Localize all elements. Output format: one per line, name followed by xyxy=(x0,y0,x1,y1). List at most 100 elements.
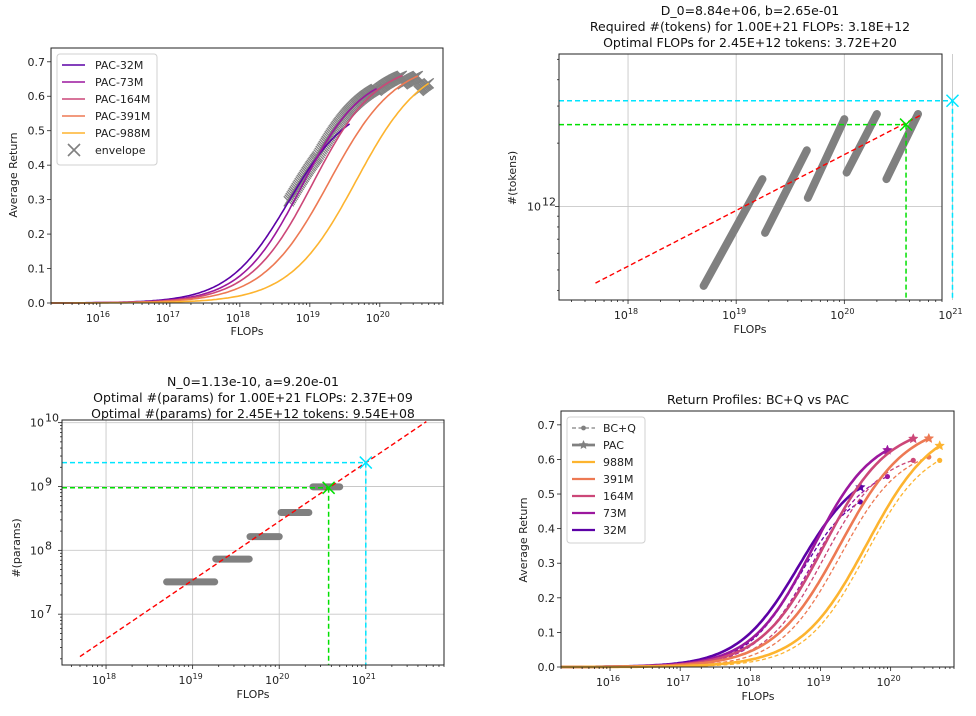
optimal-params-flops-marker xyxy=(359,456,373,470)
br-y-tick-label: 0.7 xyxy=(538,419,556,432)
legend-label: PAC-988M xyxy=(95,127,150,140)
chart-bottom-right: Return Profiles: BC+Q vs PAC FLOPs Avera… xyxy=(517,392,955,703)
tl-xlabel: FLOPs xyxy=(231,325,264,338)
optimal-params-tokens-marker xyxy=(322,481,336,495)
legend-label: PAC-391M xyxy=(95,110,150,123)
br-x-tick-label: 1019 xyxy=(806,674,830,689)
bcq-series-line xyxy=(561,459,941,668)
legend-label: BC+Q xyxy=(603,422,636,435)
br-x-tick-exponent: 18 xyxy=(750,674,760,683)
legend-label: 988M xyxy=(603,456,634,469)
br-y-tick-label: 0.2 xyxy=(538,592,556,605)
tr-y-tick-label: 10 xyxy=(527,201,541,214)
bl-y-tick-exponent: 8 xyxy=(45,539,52,552)
tr-axes-frame xyxy=(558,53,943,301)
tl-y-tick-label: 0.2 xyxy=(28,228,46,241)
br-y-tick-label: 0.1 xyxy=(538,626,556,639)
bl-y-tick-exponent: 7 xyxy=(45,603,52,616)
data-segment xyxy=(803,115,849,202)
tl-x-tick-exponent: 17 xyxy=(170,310,180,319)
bl-y-tick-label: 10 xyxy=(30,544,44,557)
tr-x-tick-exponent: 19 xyxy=(736,307,746,316)
tl-x-tick-exponent: 19 xyxy=(310,310,320,319)
tl-x-tick-label: 1018 xyxy=(226,310,250,325)
br-x-tick-label: 1020 xyxy=(877,674,901,689)
envelope-marker xyxy=(423,77,435,89)
legend-label: PAC xyxy=(603,439,624,452)
br-axes-frame xyxy=(560,410,955,668)
br-x-tick-label: 1018 xyxy=(736,674,760,689)
envelope-series xyxy=(283,70,435,207)
legend-label: 73M xyxy=(603,507,627,520)
tl-y-tick-label: 0.7 xyxy=(28,56,46,69)
tr-title-line-3: Optimal FLOPs for 2.45E+12 tokens: 3.72E… xyxy=(603,35,897,50)
tl-y-tick-label: 0.5 xyxy=(28,125,46,138)
br-legend-box xyxy=(566,416,646,544)
bl-title-line-3: Optimal #(params) for 2.45E+12 tokens: 9… xyxy=(91,406,415,421)
bl-x-tick-exponent: 19 xyxy=(193,672,203,681)
data-segment xyxy=(761,146,811,237)
legend-swatch-marker xyxy=(578,439,589,450)
chart-bottom-left: N_0=1.13e-10, a=9.20e-01 Optimal #(param… xyxy=(10,374,445,701)
bl-x-tick-exponent: 21 xyxy=(366,672,376,681)
tl-x-tick-exponent: 18 xyxy=(240,310,250,319)
bl-y-tick-label: 10 xyxy=(30,417,44,430)
pac-end-marker xyxy=(907,433,919,444)
tl-y-tick-label: 0.4 xyxy=(28,159,46,172)
bl-x-tick-label: 1019 xyxy=(179,672,203,687)
br-legend: BC+Q PAC 988M 391M 164M 73M 32M xyxy=(566,416,646,544)
bl-x-tick-label: 1021 xyxy=(352,672,376,687)
br-x-tick-label: 1017 xyxy=(666,674,690,689)
legend-swatch-marker xyxy=(581,425,586,431)
tr-x-tick-exponent: 21 xyxy=(952,307,962,316)
br-ylabel: Average Return xyxy=(517,497,530,582)
chart-top-right: D_0=8.84e+06, b=2.65e-01 Required #(toke… xyxy=(506,3,963,336)
tr-ylabel: #(tokens) xyxy=(506,151,519,205)
bl-y-tick-label: 10 xyxy=(30,480,44,493)
bl-title-line-1: N_0=1.13e-10, a=9.20e-01 xyxy=(167,374,339,389)
tl-y-tick-label: 0.3 xyxy=(28,194,46,207)
tr-x-tick-label: 1021 xyxy=(938,307,962,322)
br-x-tick-exponent: 19 xyxy=(820,674,830,683)
tr-x-tick-exponent: 18 xyxy=(628,307,638,316)
br-y-tick-label: 0.5 xyxy=(538,488,556,501)
legend-label: envelope xyxy=(95,144,146,157)
br-x-tick-label: 1016 xyxy=(596,674,620,689)
bl-x-tick-label: 1020 xyxy=(265,672,289,687)
chart-top-left: FLOPs Average Return 1016 1017 1018 1019 102… xyxy=(7,47,444,338)
pac-end-marker xyxy=(923,432,935,444)
tr-x-tick-label: 1020 xyxy=(830,307,854,322)
legend-label: 32M xyxy=(603,524,627,537)
tl-x-tick-label: 1019 xyxy=(296,310,320,325)
tl-y-tick-label: 0.1 xyxy=(28,263,46,276)
bl-x-tick-exponent: 18 xyxy=(106,672,116,681)
br-y-tick-label: 0.6 xyxy=(538,453,556,466)
bl-title-line-2: Optimal #(params) for 1.00E+21 FLOPs: 2.… xyxy=(93,390,413,405)
legend-label: PAC-73M xyxy=(95,76,143,89)
br-y-tick-label: 0.4 xyxy=(538,523,556,536)
tl-ylabel: Average Return xyxy=(7,132,20,217)
data-segment xyxy=(842,110,881,177)
bcq-end-marker xyxy=(884,473,891,480)
br-x-tick-exponent: 17 xyxy=(680,674,690,683)
bl-axes-frame xyxy=(61,419,445,666)
tr-x-tick-label: 1019 xyxy=(722,307,746,322)
tl-y-tick-label: 0.0 xyxy=(28,297,46,310)
br-xlabel: FLOPs xyxy=(742,690,775,703)
pac-end-marker xyxy=(934,440,946,451)
legend-label: 164M xyxy=(603,490,634,503)
br-title: Return Profiles: BC+Q vs PAC xyxy=(667,392,849,407)
legend-label: PAC-164M xyxy=(95,93,150,106)
tr-title-line-1: D_0=8.84e+06, b=2.65e-01 xyxy=(661,3,840,18)
tl-x-tick-label: 1016 xyxy=(86,310,110,325)
data-segment xyxy=(699,175,767,290)
bl-xlabel: FLOPs xyxy=(237,688,270,701)
bl-y-tick-label: 10 xyxy=(30,608,44,621)
bl-ylabel: #(params) xyxy=(10,518,23,577)
tl-x-tick-label: 1020 xyxy=(366,310,390,325)
tl-x-tick-exponent: 20 xyxy=(380,310,390,319)
bl-y-tick-exponent: 10 xyxy=(45,412,59,425)
tl-x-tick-exponent: 16 xyxy=(100,310,110,319)
bcq-end-marker xyxy=(937,457,943,463)
br-x-tick-exponent: 16 xyxy=(610,674,620,683)
